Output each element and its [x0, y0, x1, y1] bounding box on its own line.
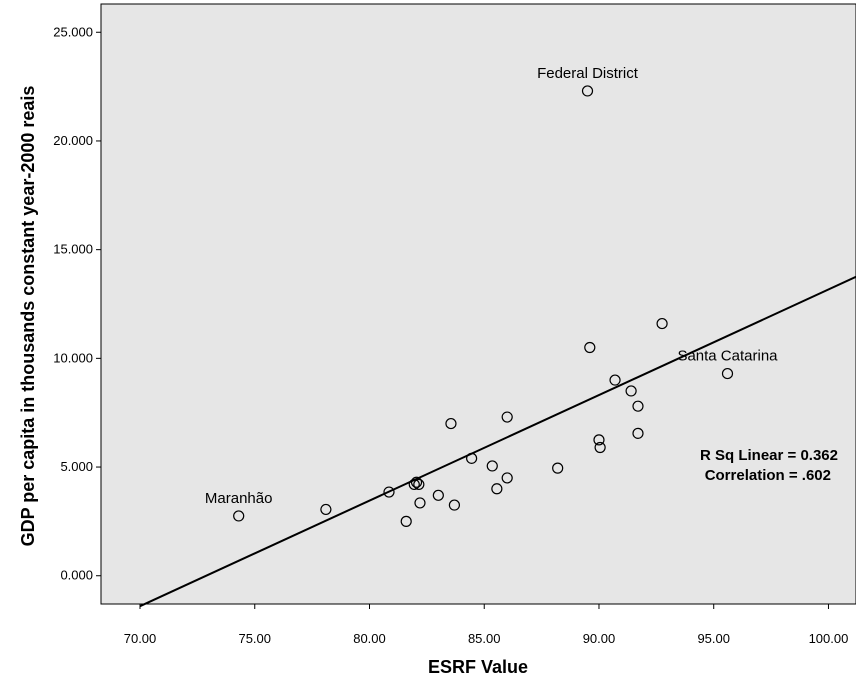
data-point — [501, 472, 513, 484]
data-point — [448, 499, 461, 511]
data-point — [552, 462, 564, 474]
data-point — [594, 441, 606, 454]
data-point — [432, 489, 444, 501]
data-point — [625, 385, 637, 397]
y-tick-label: 20.000 — [53, 133, 93, 148]
stat-r-squared: R Sq Linear = 0.362 — [700, 447, 838, 464]
y-axis-title: GDP per capita in thousands constant yea… — [18, 86, 38, 547]
data-point — [445, 417, 457, 430]
x-axis: 70.00 75.00 80.00 85.00 90.00 95.00 100.00 — [124, 604, 849, 646]
data-point — [656, 317, 668, 330]
point-label: Santa Catarina — [677, 348, 778, 365]
data-point — [466, 452, 478, 464]
data-point — [501, 411, 513, 423]
x-tick-label: 100.00 — [809, 631, 849, 646]
data-point — [413, 478, 425, 491]
fit-line-group — [139, 275, 856, 608]
y-tick-label: 0.000 — [60, 568, 93, 583]
data-point — [410, 476, 423, 488]
data-point — [414, 497, 426, 509]
points-group — [233, 85, 734, 527]
point-labels-group: Maranhão Federal District Santa Catarina — [205, 65, 778, 507]
x-tick-label: 80.00 — [353, 631, 386, 646]
y-tick-label: 15.000 — [53, 242, 93, 257]
data-point — [609, 374, 621, 386]
point-label: Maranhão — [205, 490, 273, 507]
x-axis-title: ESRF Value — [428, 657, 528, 677]
stat-correlation: Correlation = .602 — [705, 467, 831, 484]
data-point — [584, 341, 596, 354]
data-point — [593, 434, 605, 446]
data-point — [400, 515, 412, 527]
point-label: Federal District — [537, 65, 639, 82]
data-point — [233, 510, 245, 522]
y-axis: 0.000 5.000 10.000 15.000 20.000 25.000 — [53, 24, 101, 583]
y-tick-label: 10.000 — [53, 350, 93, 365]
data-point — [320, 503, 332, 516]
data-point — [632, 427, 644, 439]
data-point — [721, 367, 734, 380]
x-tick-label: 70.00 — [124, 631, 157, 646]
x-tick-label: 85.00 — [468, 631, 501, 646]
y-tick-label: 25.000 — [53, 24, 93, 39]
y-tick-label: 5.000 — [60, 459, 93, 474]
data-point — [581, 85, 594, 97]
x-tick-label: 75.00 — [238, 631, 271, 646]
plot-area — [100, 3, 856, 605]
x-tick-label: 90.00 — [583, 631, 616, 646]
fit-line — [139, 275, 856, 608]
data-point — [486, 460, 498, 472]
data-point — [383, 486, 395, 498]
data-point — [408, 478, 420, 491]
data-point — [491, 483, 503, 495]
x-tick-label: 95.00 — [697, 631, 730, 646]
data-point — [632, 400, 644, 412]
